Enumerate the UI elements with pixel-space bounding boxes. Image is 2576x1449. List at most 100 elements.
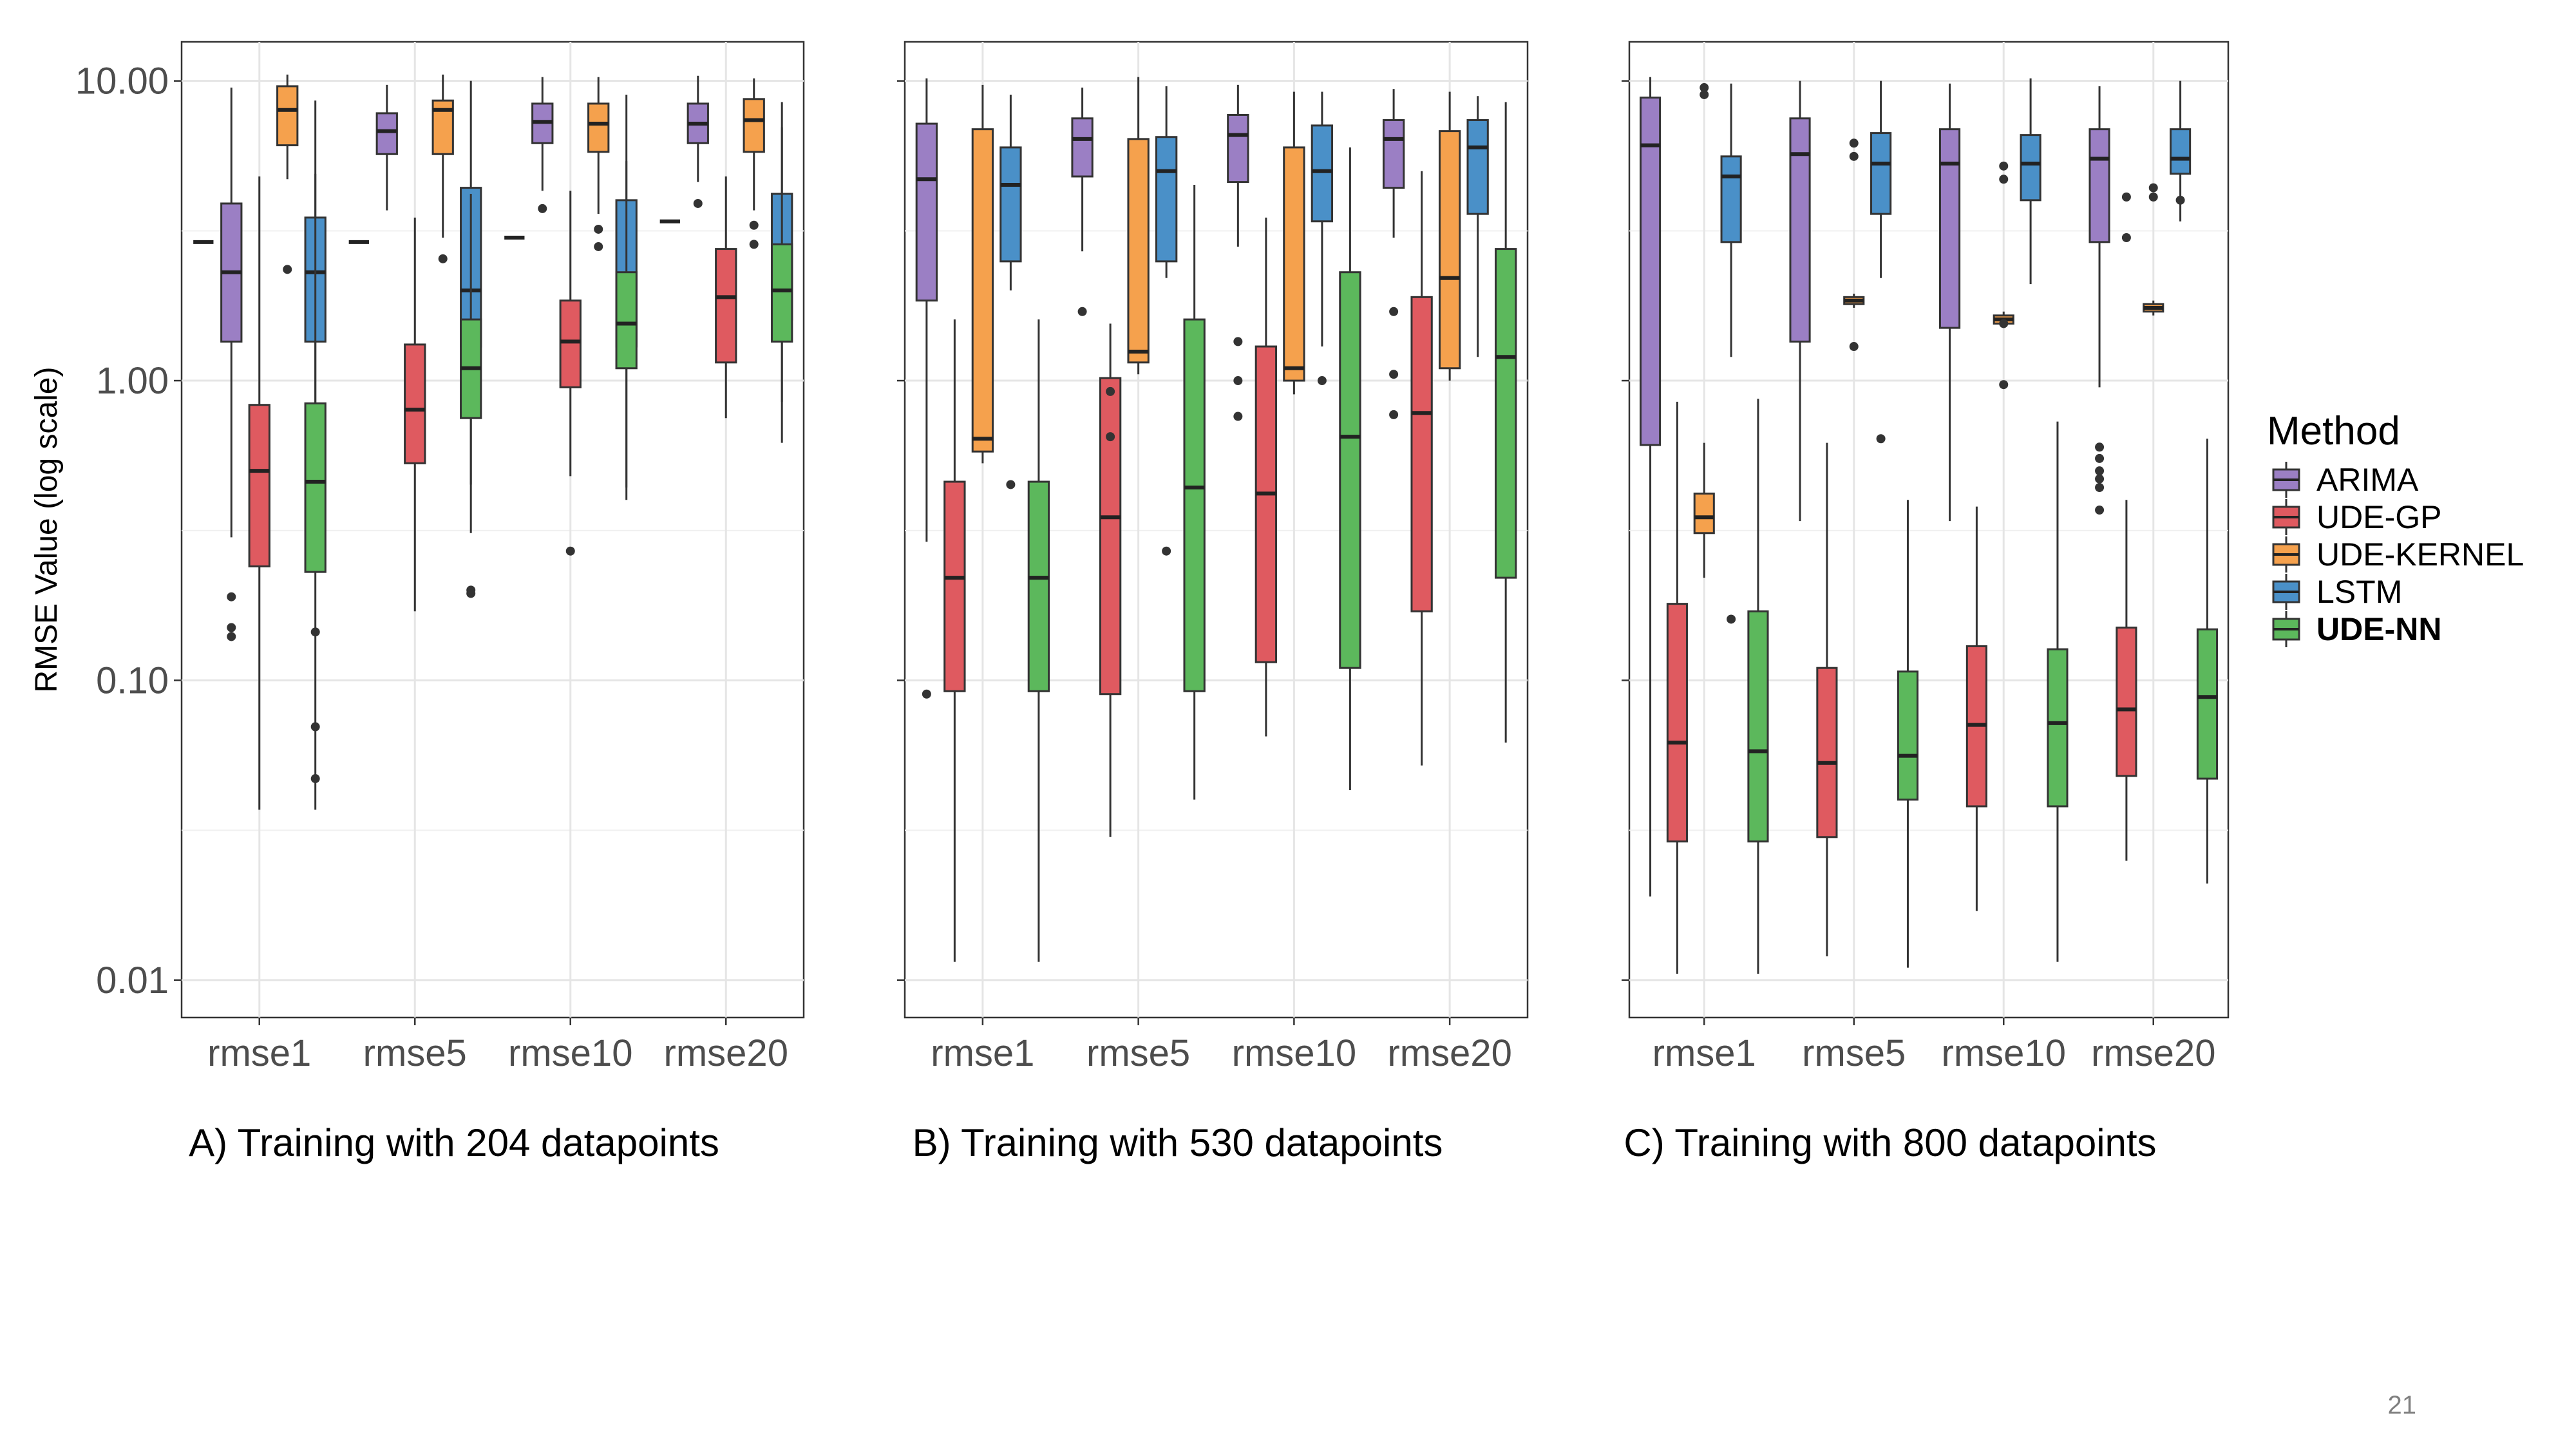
box-body <box>1283 146 1305 382</box>
x-tick-label: rmse20 <box>2091 1032 2215 1074</box>
box-body <box>1870 132 1892 215</box>
box-body <box>1382 119 1405 189</box>
box-body <box>943 480 966 692</box>
legend-label: UDE-KERNEL <box>2316 536 2524 573</box>
box-ude-kernel <box>559 191 582 556</box>
outlier-point <box>749 240 759 249</box>
box-body <box>1255 345 1278 663</box>
outlier-point <box>1849 342 1859 352</box>
box-body <box>276 85 299 147</box>
box-lstm <box>743 78 765 249</box>
outlier-point <box>2095 482 2105 492</box>
box-ude-gp <box>1410 171 1433 766</box>
box-body <box>971 128 994 453</box>
y-tick-label: 0.01 <box>96 960 169 1001</box>
box-body <box>1789 117 1811 343</box>
outlier-point <box>438 254 448 263</box>
box-lstm <box>1720 83 1742 624</box>
box-lstm <box>587 77 610 251</box>
outlier-point <box>283 265 292 274</box>
panel-2: rmse1 rmse5 rmse10 rmse20 B) Training with 5… <box>897 41 1529 1164</box>
box-body <box>1938 128 1961 329</box>
outlier-point <box>2121 192 2131 202</box>
box-lstm <box>2170 80 2192 222</box>
outlier-point <box>2095 466 2105 476</box>
box-ude-gp <box>531 77 554 213</box>
y-tick-label: 1.00 <box>96 360 169 402</box>
box-ude-nn <box>2196 439 2219 884</box>
outlier-point <box>538 204 547 213</box>
outlier-point <box>2148 192 2158 202</box>
legend-label: LSTM <box>2316 574 2402 610</box>
box-body <box>2047 648 2069 808</box>
box-arima <box>1639 77 1662 897</box>
box-ude-gp <box>375 84 398 211</box>
box-ude-kernel <box>1438 91 1461 381</box>
box-ude-gp <box>1816 442 1838 957</box>
box-ude-kernel <box>971 84 994 464</box>
box-arima <box>1382 89 1405 419</box>
box-body <box>1155 136 1178 263</box>
outlier-point <box>1999 319 2009 328</box>
box-body <box>1099 377 1122 696</box>
box-lstm <box>1155 86 1178 556</box>
box-body <box>1438 130 1461 370</box>
x-tick-label: rmse5 <box>363 1032 467 1074</box>
x-tick-label: rmse5 <box>1802 1032 1906 1074</box>
x-tick-label: rmse10 <box>1942 1032 2066 1074</box>
box-body <box>1747 610 1769 843</box>
box-ude-kernel <box>1993 161 2014 390</box>
panel-caption: C) Training with 800 datapoints <box>1624 1121 2156 1164</box>
box-ude-kernel <box>2143 183 2164 316</box>
box-ude-nn <box>1183 185 1206 800</box>
box-body <box>587 102 610 153</box>
outlier-point <box>227 632 236 641</box>
box-lstm <box>2020 78 2041 285</box>
box-ude-kernel <box>715 176 737 419</box>
panel-caption: B) Training with 530 datapoints <box>913 1121 1443 1164</box>
box-ude-gp <box>220 88 243 641</box>
box-body <box>248 404 270 568</box>
box-ude-nn <box>1494 102 1517 743</box>
outlier-point <box>1233 412 1243 421</box>
outlier-point <box>1876 434 1886 444</box>
box-arima <box>2088 86 2110 515</box>
box-ude-kernel <box>1843 138 1865 352</box>
box-arima <box>615 161 638 500</box>
box-ude-gp <box>687 75 709 208</box>
box-ude-kernel <box>1693 83 1715 578</box>
outlier-point <box>2175 195 2185 205</box>
box-body <box>1339 271 1361 669</box>
outlier-point <box>1106 386 1115 396</box>
box-body <box>1666 603 1688 843</box>
box-ude-gp <box>943 319 966 962</box>
box-arima <box>1071 88 1094 316</box>
box-body <box>1720 155 1742 243</box>
box-body <box>715 248 737 364</box>
box-ude-nn <box>1897 500 1919 968</box>
legend-label: UDE-GP <box>2316 499 2441 535</box>
box-lstm <box>1466 96 1489 357</box>
box-lstm <box>1311 91 1334 386</box>
outlier-point <box>2148 183 2158 193</box>
box-arima <box>1789 80 1811 522</box>
box-ude-gp <box>1666 401 1688 974</box>
outlier-point <box>922 689 931 699</box>
box-ude-kernel <box>1283 91 1305 395</box>
legend-label: ARIMA <box>2316 462 2419 498</box>
box-body <box>915 122 938 302</box>
box-ude-kernel <box>404 217 426 612</box>
y-tick-label: 10.00 <box>75 61 169 102</box>
box-body <box>2116 627 2137 777</box>
x-tick-label: rmse10 <box>1232 1032 1356 1074</box>
box-arima <box>1938 83 1961 522</box>
outlier-point <box>1999 175 2009 184</box>
panel-1: rmse1 rmse5 rmse10 rmse20 A) Training with 2… <box>174 41 805 1164</box>
box-lstm <box>1870 80 1892 444</box>
box-arima <box>1227 84 1249 421</box>
outlier-point <box>1849 151 1859 161</box>
box-body <box>615 271 638 370</box>
outlier-point <box>1700 90 1709 99</box>
box-ude-nn <box>1027 319 1050 962</box>
box-arima <box>915 78 938 699</box>
